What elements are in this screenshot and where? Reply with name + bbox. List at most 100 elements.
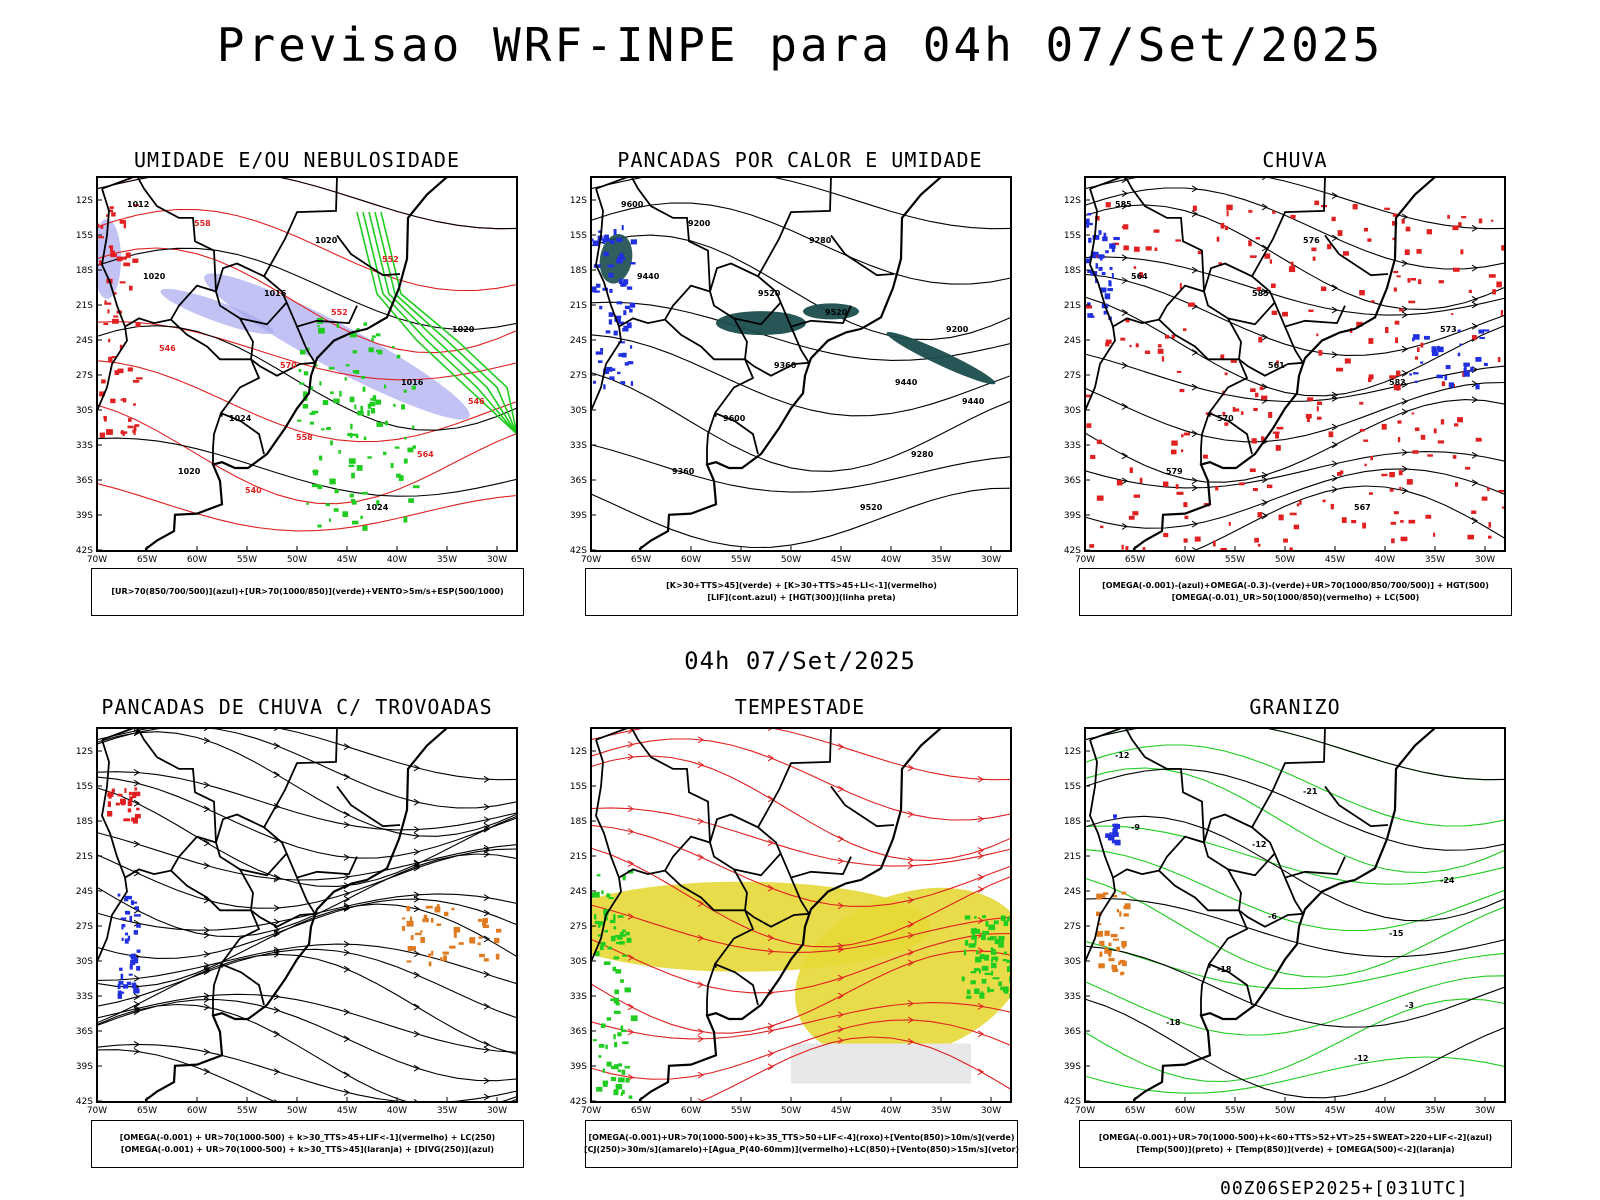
legend-tempestade: [OMEGA(-0.001)+UR>70(1000-500)+k>35_TTS>…	[584, 1120, 1019, 1168]
lon-tick-label: 50W	[1275, 1106, 1295, 1116]
contour-label: 564	[417, 450, 434, 459]
legend-line: [K>30+TTS>45](verde) + [K>30+TTS>45+LI<-…	[666, 581, 937, 590]
contour-label: -3	[1405, 1001, 1414, 1010]
lat-tick-label: 39S	[570, 511, 587, 521]
lat-tick-label: 30S	[76, 957, 93, 967]
panel-title-pancadas_trovoadas: PANCADAS DE CHUVA C/ TROVOADAS	[101, 695, 493, 719]
lon-tick-label: 65W	[1125, 1106, 1145, 1116]
lon-tick-label: 55W	[1225, 555, 1245, 565]
lat-tick-label: 27S	[570, 371, 587, 381]
lon-tick-label: 50W	[1275, 555, 1295, 565]
legend-chuva: [OMEGA(-0.001)-(azul)+OMEGA(-0.3)-(verde…	[1079, 568, 1512, 616]
map-pancadas_trovoadas: 12S 15S 18S 21S 24S 27S 30S 33S 36S 39S 42S 70W 65W 6…	[76, 727, 518, 1116]
legend-line: [OMEGA(-0.001)+UR>70(1000-500)+k<60+TTS>…	[1098, 1133, 1493, 1142]
contour-label: 552	[382, 255, 399, 264]
lat-tick-label: 12S	[76, 196, 93, 206]
lon-tick-label: 55W	[237, 1106, 257, 1116]
lon-tick-label: 30W	[487, 555, 507, 565]
lat-tick-label: 21S	[76, 301, 93, 311]
contour-label: -6	[1268, 912, 1277, 921]
contour-label: 1016	[264, 289, 287, 298]
map-canvas-chuva: 585 585 582 579 576 573 570 567 564 561 12S 15S 18S 2…	[1064, 176, 1506, 565]
lat-tick-label: 15S	[570, 231, 587, 241]
lon-tick-label: 70W	[581, 1106, 601, 1116]
lon-tick-label: 45W	[337, 555, 357, 565]
lon-tick-label: 30W	[1475, 555, 1495, 565]
lat-tick-label: 30S	[1064, 406, 1081, 416]
contour-label: 9520	[825, 308, 848, 317]
map-tempestade: 12S 15S 18S 21S 24S 27S 30S 33S 36S 39S 42S 70W 65W 6…	[570, 727, 1012, 1116]
contour-label: 9440	[962, 397, 985, 406]
lon-tick-label: 35W	[1425, 555, 1445, 565]
legend-line: [Temp(500)](preto) + [Temp(850)](verde) …	[1136, 1145, 1455, 1154]
lon-tick-label: 40W	[881, 555, 901, 565]
lat-tick-label: 33S	[1064, 441, 1081, 451]
contour-label: 9200	[946, 325, 969, 334]
contour-label: 1020	[452, 325, 475, 334]
lat-tick-label: 18S	[76, 266, 93, 276]
legend-line: [OMEGA(-0.001) + UR>70(1000-500) + k>30_…	[119, 1133, 496, 1142]
contour-label: 9440	[895, 378, 918, 387]
lon-tick-label: 45W	[1325, 1106, 1345, 1116]
legend-umidade: [UR>70(850/700/500)](azul)+[UR>70(1000/8…	[91, 568, 524, 616]
panel-title-pancadas_calor: PANCADAS POR CALOR E UMIDADE	[617, 148, 983, 172]
lat-tick-label: 42S	[1064, 546, 1081, 556]
lat-tick-label: 27S	[76, 922, 93, 932]
lat-tick-label: 18S	[570, 817, 587, 827]
panel-title-umidade: UMIDADE E/OU NEBULOSIDADE	[133, 148, 461, 172]
contour-label: -12	[1252, 840, 1266, 849]
contour-label: 567	[1354, 503, 1371, 512]
contour-label: -24	[1440, 876, 1455, 885]
lat-tick-label: 24S	[76, 887, 93, 897]
lon-tick-label: 55W	[731, 1106, 751, 1116]
lat-tick-label: 33S	[570, 992, 587, 1002]
main-title: Previsao WRF-INPE para 04h 07/Set/2025	[216, 18, 1384, 72]
lon-tick-label: 60W	[1175, 555, 1195, 565]
lat-tick-label: 39S	[76, 511, 93, 521]
lat-tick-label: 42S	[570, 546, 587, 556]
lon-tick-label: 70W	[87, 1106, 107, 1116]
contour-label: 585	[1252, 289, 1269, 298]
lon-tick-label: 40W	[387, 1106, 407, 1116]
lat-tick-label: 36S	[76, 476, 93, 486]
contour-label: 9200	[688, 219, 711, 228]
contour-label: 564	[1131, 272, 1148, 281]
contour-label: 9280	[911, 450, 934, 459]
lat-tick-label: 21S	[1064, 301, 1081, 311]
lat-tick-label: 30S	[1064, 957, 1081, 967]
lon-tick-label: 35W	[437, 555, 457, 565]
contour-label: 561	[1268, 361, 1285, 370]
lat-tick-label: 27S	[1064, 922, 1081, 932]
contour-label: -9	[1131, 823, 1140, 832]
lon-tick-label: 30W	[1475, 1106, 1495, 1116]
lon-tick-label: 35W	[931, 555, 951, 565]
contour-label: 552	[331, 308, 348, 317]
lat-tick-label: 27S	[1064, 371, 1081, 381]
contour-label: 573	[1440, 325, 1457, 334]
contour-label: 9600	[621, 200, 644, 209]
lat-tick-label: 18S	[76, 817, 93, 827]
contour-label: 1020	[178, 467, 201, 476]
lon-tick-label: 40W	[1375, 1106, 1395, 1116]
contour-label: -18	[1217, 965, 1232, 974]
lat-tick-label: 42S	[76, 1097, 93, 1107]
lat-tick-label: 33S	[76, 992, 93, 1002]
lat-tick-label: 15S	[76, 782, 93, 792]
lon-tick-label: 60W	[187, 1106, 207, 1116]
lat-tick-label: 12S	[76, 747, 93, 757]
legend-pancadas_trovoadas: [OMEGA(-0.001) + UR>70(1000-500) + k>30_…	[91, 1120, 524, 1168]
lat-tick-label: 27S	[76, 371, 93, 381]
legend-pancadas_calor: [K>30+TTS>45](verde) + [K>30+TTS>45+LI<-…	[585, 568, 1018, 616]
lat-tick-label: 33S	[76, 441, 93, 451]
legend-granizo: [OMEGA(-0.001)+UR>70(1000-500)+k<60+TTS>…	[1079, 1120, 1512, 1168]
lat-tick-label: 36S	[1064, 1027, 1081, 1037]
contour-label: 570	[1217, 414, 1234, 423]
contour-label: 9520	[860, 503, 883, 512]
lon-tick-label: 65W	[137, 555, 157, 565]
lon-tick-label: 60W	[681, 1106, 701, 1116]
lat-tick-label: 36S	[570, 1027, 587, 1037]
contour-label: 579	[1166, 467, 1183, 476]
legend-line: [OMEGA(-0.001) + UR>70(1000-500) + k>30_…	[120, 1145, 495, 1154]
